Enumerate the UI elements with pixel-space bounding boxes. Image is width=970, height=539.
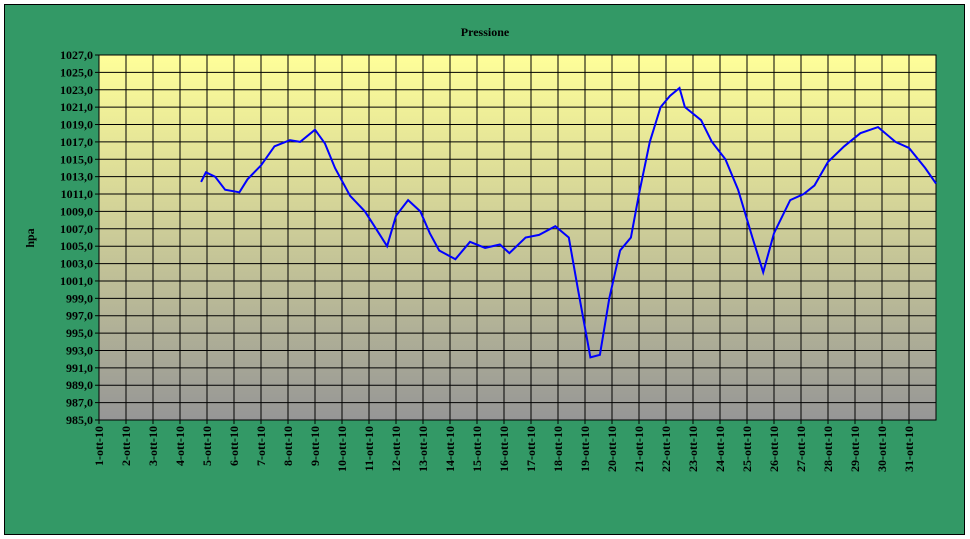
y-tick-label: 995,0 (66, 326, 93, 340)
y-tick-label: 985,0 (66, 413, 93, 427)
y-tick-label: 991,0 (66, 361, 93, 375)
x-tick-label: 24-ott-10 (713, 426, 727, 472)
x-tick-label: 28-ott-10 (821, 426, 835, 472)
data-line (200, 86, 937, 359)
x-tick-label: 1-ott-10 (92, 426, 106, 466)
y-tick-label: 1015,0 (60, 152, 93, 166)
x-tick-label: 26-ott-10 (767, 426, 781, 472)
y-tick-label: 1001,0 (60, 274, 93, 288)
x-tick-label: 23-ott-10 (686, 426, 700, 472)
x-tick-label: 31-ott-10 (902, 426, 916, 472)
x-tick-label: 4-ott-10 (173, 426, 187, 466)
x-tick-label: 15-ott-10 (470, 426, 484, 472)
x-tick-label: 6-ott-10 (227, 426, 241, 466)
y-tick-label: 1005,0 (60, 239, 93, 253)
x-tick-label: 20-ott-10 (605, 426, 619, 472)
y-tick-label: 1009,0 (60, 204, 93, 218)
x-tick-label: 16-ott-10 (497, 426, 511, 472)
x-tick-label: 12-ott-10 (389, 426, 403, 472)
x-tick-label: 21-ott-10 (632, 426, 646, 472)
x-tick-label: 2-ott-10 (119, 426, 133, 466)
x-tick-label: 3-ott-10 (146, 426, 160, 466)
y-tick-label: 1023,0 (60, 83, 93, 97)
x-tick-label: 19-ott-10 (578, 426, 592, 472)
chart-title: Pressione (461, 25, 510, 39)
x-tick-label: 7-ott-10 (254, 426, 268, 466)
y-tick-label: 989,0 (66, 378, 93, 392)
x-tick-label: 8-ott-10 (281, 426, 295, 466)
y-tick-label: 1011,0 (61, 187, 93, 201)
y-tick-label: 1003,0 (60, 257, 93, 271)
x-tick-label: 10-ott-10 (335, 426, 349, 472)
x-tick-label: 11-ott-10 (362, 426, 376, 471)
x-tick-label: 30-ott-10 (875, 426, 889, 472)
y-tick-label: 1025,0 (60, 65, 93, 79)
y-tick-label: 1019,0 (60, 118, 93, 132)
x-tick-label: 5-ott-10 (200, 426, 214, 466)
x-tick-label: 14-ott-10 (443, 426, 457, 472)
x-tick-label: 29-ott-10 (848, 426, 862, 472)
x-tick-label: 9-ott-10 (308, 426, 322, 466)
x-tick-label: 13-ott-10 (416, 426, 430, 472)
x-tick-label: 27-ott-10 (794, 426, 808, 472)
x-tick-label: 17-ott-10 (524, 426, 538, 472)
x-tick-label: 25-ott-10 (740, 426, 754, 472)
y-tick-label: 1027,0 (60, 48, 93, 62)
y-tick-label: 1007,0 (60, 222, 93, 236)
y-tick-label: 993,0 (66, 343, 93, 357)
y-tick-label: 987,0 (66, 396, 93, 410)
x-tick-label: 18-ott-10 (551, 426, 565, 472)
y-axis-label: hpa (23, 228, 37, 247)
y-tick-label: 1021,0 (60, 100, 93, 114)
plot-area (98, 54, 937, 421)
y-tick-label: 1017,0 (60, 135, 93, 149)
y-tick-label: 1013,0 (60, 170, 93, 184)
y-tick-label: 999,0 (66, 291, 93, 305)
x-tick-label: 22-ott-10 (659, 426, 673, 472)
y-tick-label: 997,0 (66, 309, 93, 323)
